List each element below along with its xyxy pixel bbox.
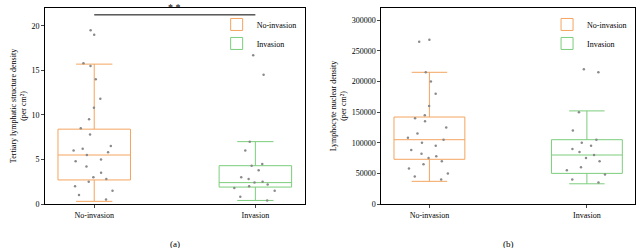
svg-text:15: 15 — [31, 66, 39, 75]
svg-text:0: 0 — [372, 200, 376, 209]
svg-text:10: 10 — [31, 111, 39, 120]
svg-text:Invasion: Invasion — [573, 211, 601, 220]
svg-text:300000: 300000 — [352, 16, 376, 25]
svg-text:Lymphocyte nuclear density(per: Lymphocyte nuclear density(per cm²) — [329, 61, 348, 152]
svg-text:Tertiary lymphatic structure d: Tertiary lymphatic structure density(per… — [9, 49, 28, 163]
svg-text:No-invasion: No-invasion — [410, 211, 450, 220]
svg-text:Invasion: Invasion — [587, 40, 615, 49]
svg-text:20: 20 — [31, 22, 39, 31]
svg-text:* *: * * — [168, 2, 181, 13]
svg-text:(a): (a) — [170, 239, 180, 248]
svg-text:0: 0 — [35, 200, 39, 209]
svg-text:No-invasion: No-invasion — [587, 21, 627, 30]
svg-text:Invasion: Invasion — [242, 211, 270, 220]
svg-text:No-invasion: No-invasion — [74, 211, 114, 220]
svg-text:Invasion: Invasion — [257, 40, 285, 49]
svg-text:250000: 250000 — [352, 47, 376, 56]
svg-text:No-invasion: No-invasion — [257, 21, 297, 30]
svg-text:100000: 100000 — [352, 139, 376, 148]
svg-text:50000: 50000 — [356, 169, 376, 178]
svg-text:200000: 200000 — [352, 77, 376, 86]
svg-text:(b): (b) — [503, 239, 514, 248]
svg-text:5: 5 — [35, 155, 39, 164]
svg-text:150000: 150000 — [352, 108, 376, 117]
